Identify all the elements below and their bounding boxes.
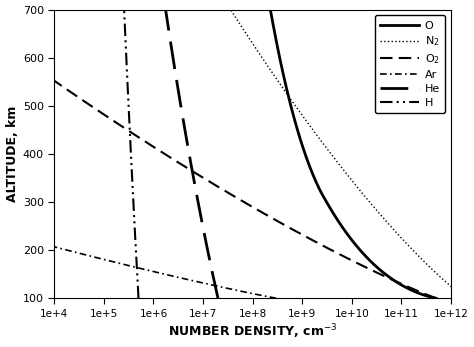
Legend: O, N$_2$, O$_2$, Ar, He, H: O, N$_2$, O$_2$, Ar, He, H xyxy=(374,15,446,113)
X-axis label: NUMBER DENSITY, cm$^{-3}$: NUMBER DENSITY, cm$^{-3}$ xyxy=(168,323,337,341)
Y-axis label: ALTITUDE, km: ALTITUDE, km xyxy=(6,106,18,202)
